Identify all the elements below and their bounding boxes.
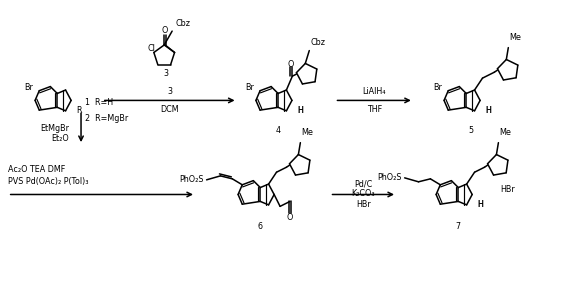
Text: EtMgBr: EtMgBr	[40, 124, 69, 133]
Text: Me: Me	[301, 128, 313, 137]
Text: 1  R=H: 1 R=H	[85, 98, 113, 107]
Text: 6: 6	[258, 222, 263, 231]
Text: H: H	[477, 200, 483, 209]
Text: PhO₂S: PhO₂S	[179, 175, 204, 184]
Text: HBr: HBr	[500, 185, 515, 194]
Text: Br: Br	[24, 83, 33, 92]
Text: Br: Br	[246, 83, 254, 92]
Text: Cbz: Cbz	[175, 19, 190, 28]
Text: O: O	[287, 213, 293, 222]
Text: 5: 5	[469, 126, 474, 135]
Text: H: H	[477, 200, 483, 209]
Text: H: H	[297, 106, 303, 115]
Text: O: O	[287, 60, 294, 69]
Text: K₂CO₃: K₂CO₃	[351, 189, 375, 198]
Text: R: R	[76, 106, 82, 115]
Text: O: O	[162, 26, 168, 35]
Text: Me: Me	[509, 33, 521, 42]
Text: H: H	[485, 106, 491, 115]
Text: 3: 3	[164, 69, 168, 78]
Text: THF: THF	[367, 105, 382, 114]
Text: DCM: DCM	[160, 105, 179, 114]
Text: H: H	[297, 106, 303, 115]
Text: Pd/C: Pd/C	[354, 179, 373, 188]
Text: 7: 7	[456, 222, 461, 231]
Text: PhO₂S: PhO₂S	[377, 173, 402, 182]
Text: 4: 4	[275, 126, 281, 135]
Text: Cl: Cl	[148, 44, 156, 53]
Text: Cbz: Cbz	[310, 38, 325, 47]
Text: HBr: HBr	[356, 200, 371, 209]
Text: Me: Me	[500, 128, 511, 137]
Text: H: H	[485, 106, 491, 115]
Text: Ac₂O TEA DMF: Ac₂O TEA DMF	[7, 165, 65, 174]
Text: 3: 3	[167, 87, 172, 96]
Text: PVS Pd(OAc)₂ P(Tol)₃: PVS Pd(OAc)₂ P(Tol)₃	[7, 177, 88, 186]
Text: Et₂O: Et₂O	[51, 134, 69, 142]
Text: Br: Br	[434, 83, 442, 92]
Text: LiAlH₄: LiAlH₄	[362, 87, 386, 96]
Text: 2  R=MgBr: 2 R=MgBr	[85, 114, 128, 123]
